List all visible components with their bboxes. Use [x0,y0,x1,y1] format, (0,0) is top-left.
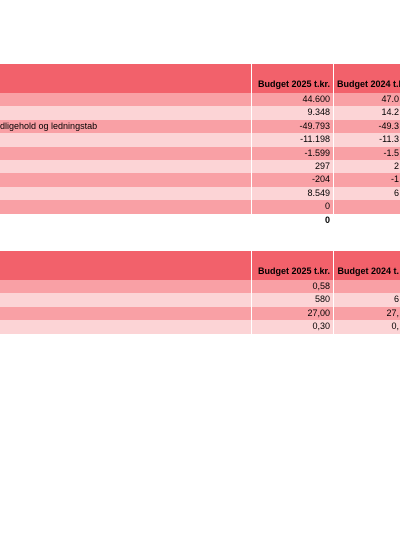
header-budget-2024: Budget 2024 t.kr. [333,64,400,93]
cell-budget-2024 [333,200,400,214]
row-label: dligehold og ledningstab [0,119,252,134]
row-label [0,213,252,228]
table-row: 0,58 [0,280,400,294]
cell-budget-2024 [333,280,400,294]
row-label [0,146,252,161]
table-row: 580 6 [0,293,400,307]
table-row: 297 2 [0,160,400,174]
row-label [0,306,252,321]
cell-budget-2025: 297 [251,160,334,174]
cell-budget-2025: 27,00 [251,306,334,321]
cell-budget-2024: 6 [333,186,400,201]
row-label [0,160,252,174]
cell-budget-2025: -49.793 [251,119,334,134]
row-label [0,200,252,214]
header-budget-2024: Budget 2024 t. [333,251,400,280]
header-budget-2025: Budget 2025 t.kr. [251,251,334,280]
table-header-row: Budget 2025 t.kr. Budget 2024 t.kr. [0,64,400,93]
cell-budget-2025: -1.599 [251,146,334,161]
table-row: 9.348 14.2 [0,106,400,120]
table-row: -204 -1 [0,173,400,187]
row-label [0,106,252,120]
cell-budget-2024: 27, [333,306,400,321]
cell-budget-2024: 47.0 [333,93,400,107]
cell-budget-2025: 8.549 [251,186,334,201]
table-row: -11.198 -11.3 [0,133,400,147]
row-label [0,93,252,107]
header-label [0,251,252,280]
table-row: 0,30 0, [0,320,400,334]
cell-budget-2025: 580 [251,293,334,307]
row-label [0,293,252,307]
cell-budget-2024: 0, [333,320,400,334]
header-label [0,64,252,93]
cell-budget-2024: -49.3 [333,119,400,134]
cell-budget-2025: -204 [251,173,334,187]
table-row: 0 [0,200,400,214]
cell-budget-2024: -1 [333,173,400,187]
row-label [0,186,252,201]
row-label [0,320,252,334]
cell-budget-2024: 14.2 [333,106,400,120]
total-row: 0 [0,213,400,228]
cell-budget-2025: 0,30 [251,320,334,334]
cell-budget-2025: 0,58 [251,280,334,294]
cell-budget-2025: 44.600 [251,93,334,107]
row-label [0,133,252,147]
cell-budget-2024: 6 [333,293,400,307]
budget-table: Budget 2025 t.kr. Budget 2024 t.kr. 44.6… [0,64,400,228]
cell-budget-2025: 9.348 [251,106,334,120]
table-row: 44.600 47.0 [0,93,400,107]
cell-total-budget-2025: 0 [251,213,334,228]
row-label [0,173,252,187]
cell-budget-2024: -1.5 [333,146,400,161]
cell-total-budget-2024 [333,213,400,228]
cell-budget-2024: -11.3 [333,133,400,147]
table-row: 8.549 6 [0,186,400,201]
cell-budget-2025: 0 [251,200,334,214]
key-figures-table: Budget 2025 t.kr. Budget 2024 t. 0,58 58… [0,251,400,334]
cell-budget-2025: -11.198 [251,133,334,147]
table-row: 27,00 27, [0,306,400,321]
cell-budget-2024: 2 [333,160,400,174]
table-header-row: Budget 2025 t.kr. Budget 2024 t. [0,251,400,280]
header-budget-2025: Budget 2025 t.kr. [251,64,334,93]
row-label [0,280,252,294]
table-row: dligehold og ledningstab -49.793 -49.3 [0,119,400,134]
table-row: -1.599 -1.5 [0,146,400,161]
